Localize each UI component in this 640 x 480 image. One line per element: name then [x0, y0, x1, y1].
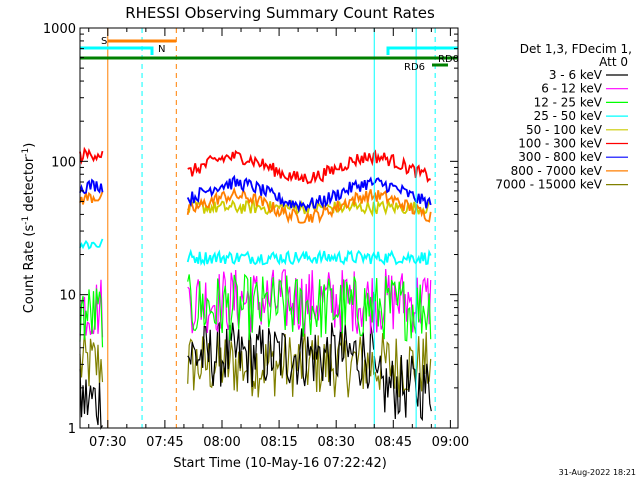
legend-label: 6 - 12 keV: [541, 82, 603, 96]
x-tick-label: 08:15: [260, 435, 297, 450]
series-trace: [186, 186, 432, 225]
series-trace: [79, 369, 104, 431]
y-tick-label: 1000: [43, 22, 76, 37]
x-tick-label: 07:30: [89, 435, 126, 450]
timestamp: 31-Aug-2022 18:21: [559, 468, 636, 477]
series-trace: [186, 248, 432, 267]
series-trace: [79, 288, 104, 348]
series-trace: [79, 146, 104, 165]
series-trace: [187, 273, 432, 342]
series-trace: [187, 331, 432, 398]
y-tick-label: 1: [68, 422, 76, 437]
chart-title: RHESSI Observing Summary Count Rates: [125, 4, 435, 22]
series-trace: [79, 238, 104, 250]
plot-frame: [79, 27, 459, 429]
series-trace: [79, 189, 104, 205]
series-trace: [187, 268, 432, 334]
x-tick-label: 08:45: [375, 435, 412, 450]
series-300-800kev: [79, 174, 432, 214]
legend-label: 25 - 50 keV: [534, 109, 603, 123]
series-trace: [79, 178, 104, 195]
axes: 1 10 100 1000 07:30 07:45 08:00 08:15 08:30 08:45…: [43, 22, 469, 450]
legend-title-line-2: Att 0: [599, 55, 628, 69]
series-6-12kev: [79, 268, 432, 338]
legend-label: 100 - 300 keV: [518, 137, 602, 151]
y-axis-label: Count Rate (s-1 detector-1): [21, 143, 37, 314]
plot-area: S N RD0 RD6: [79, 28, 459, 431]
legend-label: 800 - 7000 keV: [511, 164, 603, 178]
legend-label: 50 - 100 keV: [526, 123, 603, 137]
series-trace: [79, 331, 104, 387]
series-25-50kev: [79, 238, 432, 267]
legend-title-line-1: Det 1,3, FDecim 1,: [520, 42, 632, 56]
x-axis-label: Start Time (10-May-16 07:22:42): [173, 456, 387, 471]
x-tick-label: 08:30: [317, 435, 354, 450]
flag-label-n: N: [158, 44, 165, 55]
x-tick-label: 07:45: [146, 435, 183, 450]
series-trace: [186, 174, 432, 214]
series-trace: [79, 279, 104, 338]
series-trace: [187, 149, 431, 185]
series-12-25kev: [79, 273, 432, 348]
y-tick-label: 10: [59, 289, 76, 304]
x-tick-label: 09:00: [432, 435, 469, 450]
flag-label-rd6: RD6: [404, 62, 425, 73]
flag-bar-n-1: [80, 46, 154, 55]
series-100-300kev: [79, 146, 431, 185]
flag-label-s: S: [101, 36, 107, 47]
series-trace: [373, 354, 432, 422]
legend-label: 300 - 800 keV: [518, 150, 602, 164]
x-tick-label: 08:00: [203, 435, 240, 450]
series-3-6kev: [79, 321, 432, 431]
series-7000-15000kev: [79, 331, 432, 398]
flag-label-rd0: RD0: [438, 54, 459, 65]
legend-label: 7000 - 15000 keV: [495, 178, 602, 192]
legend-label: 12 - 25 keV: [534, 95, 603, 109]
legend-label: 3 - 6 keV: [549, 68, 603, 82]
flag-bar-n-2: [386, 46, 458, 55]
series-trace: [187, 321, 375, 389]
y-tick-label: 100: [51, 155, 76, 170]
